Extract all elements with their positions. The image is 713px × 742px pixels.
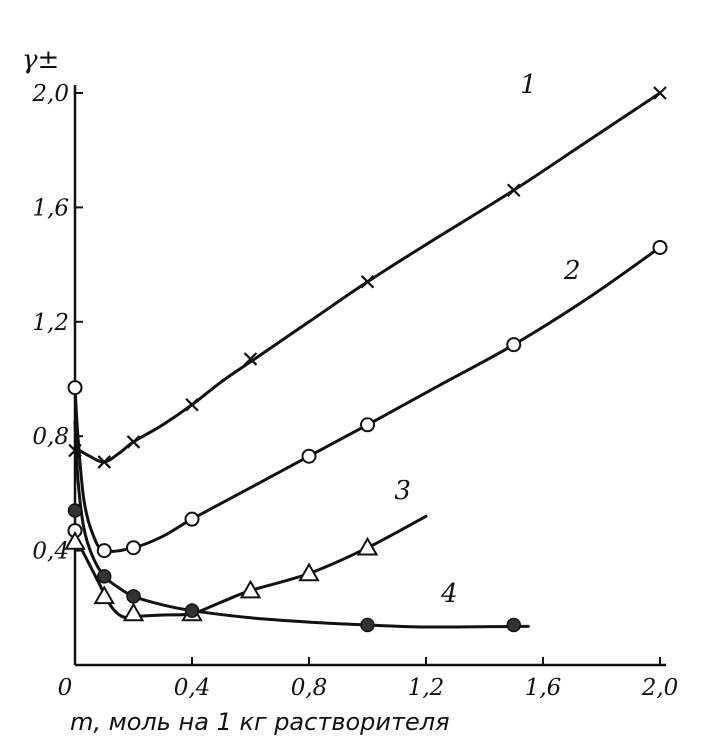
series-4-label: 4	[440, 579, 458, 609]
x-tick-label: 1,6	[525, 675, 562, 701]
series-1-point	[653, 86, 667, 100]
series-1-label: 1	[520, 70, 537, 100]
series-1-point	[243, 352, 258, 366]
series-3-line	[73, 514, 428, 619]
axes: 0 0,4 0,8 1,2 1,6 2,0 0,4 0,8 1,2 1,6 2,0	[31, 81, 678, 701]
series-3-point	[122, 602, 145, 622]
series-3-point	[356, 536, 379, 556]
series-4-line	[73, 420, 530, 629]
x-tick-label: 0,4	[174, 675, 211, 701]
series-4-point	[184, 603, 200, 618]
x-tick-label: 0,8	[291, 675, 328, 701]
series-2-point	[96, 543, 112, 559]
y-tick-label: 0,4	[32, 539, 69, 565]
series-1-point	[360, 274, 375, 289]
series-2-point	[360, 417, 375, 433]
x-tick-label: 2,0	[641, 675, 679, 701]
series-2-point	[506, 337, 522, 353]
series-4-point	[97, 569, 112, 584]
series-3-point	[64, 531, 86, 550]
series-2-line	[73, 245, 662, 553]
series-4-point	[67, 503, 83, 518]
series-3-point	[298, 562, 320, 582]
series-2-point	[184, 511, 200, 527]
series-1-point	[506, 183, 521, 198]
series-markers	[64, 86, 668, 633]
series-1-point	[97, 455, 112, 469]
series-2-point	[301, 448, 317, 464]
x-tick-label: 0	[58, 675, 73, 701]
y-axis-title: γ±	[22, 45, 59, 75]
series-4-point	[360, 617, 375, 633]
y-tick-label: 1,6	[32, 195, 69, 221]
series-2-point	[652, 239, 668, 255]
series-1-point	[68, 443, 82, 458]
series-2-label: 2	[563, 256, 581, 286]
y-tick-label: 1,2	[32, 310, 69, 336]
series-4-point	[126, 589, 141, 604]
series-3-label: 3	[394, 476, 411, 506]
series-2-point	[126, 540, 141, 556]
series-2-point	[67, 380, 83, 396]
x-axis-title: m, моль на 1 кг растворителя	[70, 708, 450, 736]
x-tick-label: 1,2	[408, 675, 445, 701]
series-4-point	[506, 617, 521, 633]
y-tick-label: 0,8	[32, 424, 69, 450]
series-3-point	[239, 579, 262, 599]
chart-labels: m, моль на 1 кг растворителя γ± 1 2 3 4	[22, 45, 581, 736]
series-3-point	[93, 585, 115, 605]
series-1-point	[126, 435, 141, 449]
y-tick-label: 2,0	[31, 81, 69, 107]
series-1-point	[185, 397, 199, 412]
